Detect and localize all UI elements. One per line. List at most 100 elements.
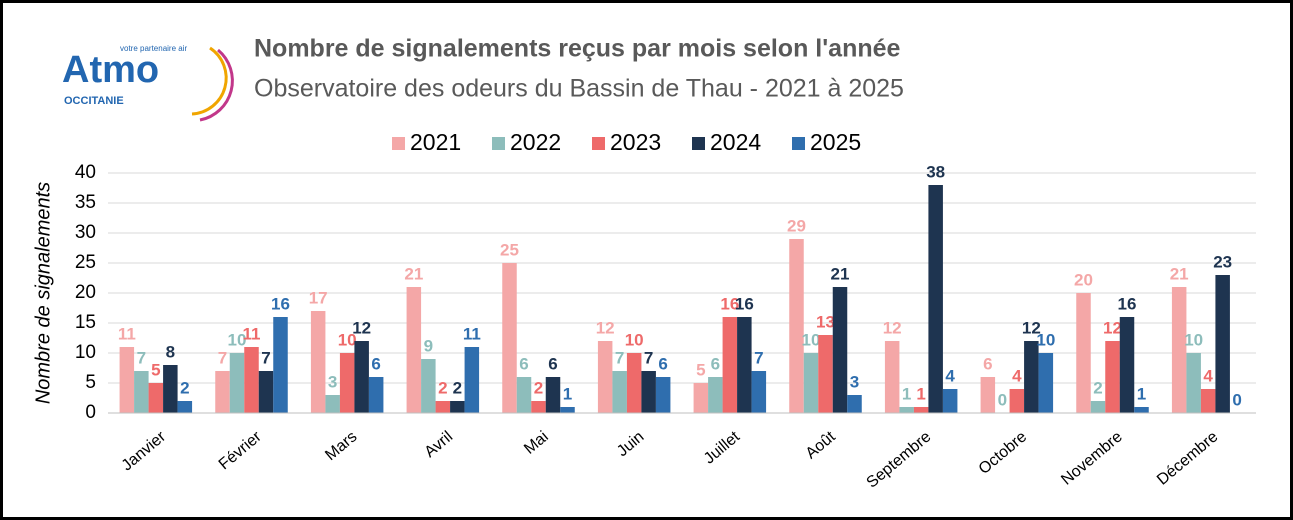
bar (612, 371, 627, 413)
bar (368, 377, 384, 413)
value-label: 4 (1203, 366, 1213, 385)
value-label: 6 (658, 354, 667, 373)
value-label: 5 (151, 360, 160, 379)
value-label: 29 (787, 216, 806, 235)
bar (421, 359, 436, 413)
legend-swatch (492, 137, 505, 150)
value-label: 13 (816, 312, 835, 331)
value-label: 12 (883, 318, 902, 337)
value-label: 10 (1036, 330, 1055, 349)
bar (708, 377, 723, 413)
bar (980, 377, 996, 413)
value-label: 3 (850, 372, 859, 391)
value-label: 2 (180, 378, 189, 397)
value-label: 4 (945, 366, 955, 385)
value-label: 9 (424, 336, 433, 355)
bar (928, 185, 943, 413)
bar (435, 401, 451, 413)
value-label: 6 (983, 354, 992, 373)
value-label: 8 (166, 342, 175, 361)
legend-swatch (792, 137, 805, 150)
value-label: 7 (615, 348, 624, 367)
bar (884, 341, 900, 413)
bar (1134, 407, 1149, 413)
value-label: 2 (438, 378, 447, 397)
value-label: 10 (625, 330, 644, 349)
logo-tagline: votre partenaire air (120, 44, 187, 53)
value-label: 10 (1184, 330, 1203, 349)
value-label: 17 (309, 288, 328, 307)
value-label: 12 (1103, 318, 1122, 337)
y-tick-label: 40 (75, 162, 96, 183)
bar (641, 371, 656, 413)
value-label: 6 (548, 354, 557, 373)
value-label: 7 (644, 348, 653, 367)
value-label: 11 (243, 324, 261, 343)
bar (722, 317, 738, 413)
y-tick-label: 30 (75, 222, 96, 243)
bar (1105, 341, 1120, 413)
value-label: 12 (596, 318, 615, 337)
value-label: 16 (271, 294, 290, 313)
bar (258, 371, 274, 413)
value-label: 1 (902, 384, 911, 403)
legend-label: 2025 (810, 129, 861, 155)
y-axis-label: Nombre de signalements (32, 182, 54, 404)
legend-label: 2022 (510, 129, 561, 155)
bar (560, 407, 575, 413)
bar (1090, 401, 1106, 413)
value-label: 16 (735, 294, 754, 313)
value-label: 12 (1022, 318, 1041, 337)
bar (1038, 353, 1054, 413)
chart-title: Nombre de signalements reçus par mois se… (254, 35, 901, 63)
bar (148, 383, 164, 413)
bar (545, 377, 561, 413)
bar (177, 401, 193, 413)
value-label: 7 (754, 348, 763, 367)
bar (942, 389, 958, 413)
value-label: 6 (519, 354, 528, 373)
bar (1186, 353, 1201, 413)
value-label: 0 (998, 390, 1007, 409)
bar (215, 371, 230, 413)
bar (847, 395, 862, 413)
value-label: 11 (463, 324, 481, 343)
bar (693, 383, 709, 413)
logo-region: OCCITANIE (64, 95, 124, 107)
bar (597, 341, 613, 413)
value-label: 1 (563, 384, 572, 403)
bar (406, 287, 422, 413)
bar (1215, 275, 1230, 413)
legend-label: 2023 (610, 129, 661, 155)
value-label: 2 (1093, 378, 1102, 397)
bar (1119, 317, 1135, 413)
bar (1009, 389, 1025, 413)
bar (1024, 341, 1039, 413)
value-label: 10 (228, 330, 247, 349)
bar (163, 365, 178, 413)
logo-name: Atmo (62, 49, 159, 91)
value-label: 16 (720, 294, 739, 313)
bar (818, 335, 833, 413)
value-label: 11 (118, 324, 136, 343)
value-label: 2 (453, 378, 462, 397)
bar (502, 263, 517, 413)
bar (229, 353, 245, 413)
value-label: 4 (1012, 366, 1022, 385)
bar (832, 287, 848, 413)
value-label: 16 (1118, 294, 1137, 313)
bar (899, 407, 914, 413)
value-label: 21 (404, 264, 423, 283)
bar (913, 407, 929, 413)
bar (325, 395, 340, 413)
bar (1200, 389, 1216, 413)
bar (119, 347, 135, 413)
value-label: 7 (261, 348, 270, 367)
bar (354, 341, 369, 413)
value-label: 25 (500, 240, 519, 259)
bar (244, 347, 259, 413)
value-label: 5 (696, 360, 705, 379)
value-label: 21 (831, 264, 850, 283)
legend-swatch (692, 137, 705, 150)
